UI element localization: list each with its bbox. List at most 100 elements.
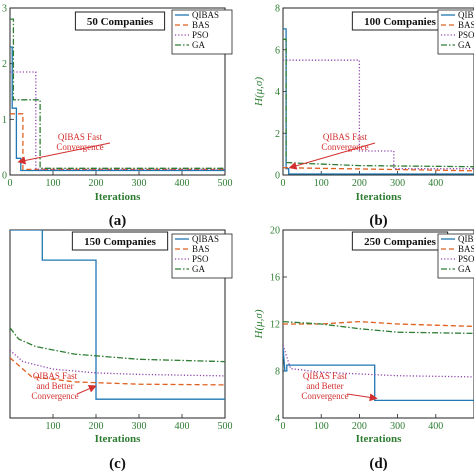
series-line-qibas [10, 230, 225, 400]
chart-title: 150 Companies [84, 236, 157, 248]
y-axis-label: H(μ,σ) [253, 309, 265, 339]
annotation-text: QIBAS Fast [58, 132, 103, 142]
legend-entry-qibas: QIBAS [192, 10, 219, 20]
series-line-bas [10, 357, 225, 386]
legend-entry-bas: BAS [458, 244, 474, 254]
y-tick-label: 16 [270, 273, 280, 284]
legend-box [171, 233, 233, 279]
x-tick-label: 100 [314, 178, 329, 189]
chart-panel-3: 100 200 300 400 500 150 Companies QIBASBASPSOG… [9, 229, 233, 472]
y-tick-label: 20 [270, 226, 280, 237]
x-tick-label: 0 [8, 178, 13, 189]
y-tick-label: 2 [2, 59, 7, 70]
y-tick-label: 6 [275, 45, 280, 56]
chart-title-box [71, 231, 169, 251]
annotation-text: QIBAS Fast [33, 371, 78, 381]
legend-entry-pso: PSO [192, 30, 209, 40]
panel-label: (a) [109, 213, 127, 229]
annotation-text: Convergence [321, 142, 368, 152]
y-tick-label: 12 [270, 320, 280, 331]
annotation-text: and Better [36, 381, 73, 391]
x-tick-label: 300 [132, 178, 147, 189]
series-group [10, 230, 225, 400]
x-tick-label: 0 [281, 178, 286, 189]
series-line-ga [283, 320, 474, 335]
x-tick-label: 300 [390, 178, 405, 189]
series-line-bas [283, 320, 474, 328]
legend-box [437, 9, 474, 55]
annotation-text: and Better [306, 381, 343, 391]
chart-title-box [74, 11, 166, 31]
series-line-pso [283, 344, 474, 378]
chart-title: 100 Companies [364, 16, 437, 28]
legend-entry-qibas: QIBAS [458, 234, 474, 244]
x-tick-label: 400 [175, 178, 190, 189]
x-tick-label: 200 [89, 178, 104, 189]
x-tick-label: 100 [46, 178, 61, 189]
series-group [10, 18, 225, 172]
annotation-arrow [76, 385, 97, 395]
legend-entry-ga: GA [192, 264, 205, 274]
legend-box [171, 9, 233, 55]
x-tick-label: 300 [390, 421, 405, 432]
legend-entry-ga: GA [458, 40, 471, 50]
legend-entry-pso: PSO [458, 254, 474, 264]
y-tick-label: 4 [275, 414, 280, 425]
y-tick-label: 0 [275, 171, 280, 182]
annotation-arrow [288, 142, 376, 170]
legend-box [437, 233, 474, 279]
x-axis-label: Iterations [356, 191, 403, 203]
y-tick-label: 8 [275, 367, 280, 378]
x-tick-label: 500 [218, 178, 233, 189]
legend-entry-pso: PSO [192, 254, 209, 264]
legend-entry-qibas: QIBAS [192, 234, 219, 244]
series-line-ga [283, 38, 474, 168]
panel-label: (c) [109, 456, 126, 472]
chart-panel-4: 0 100 200 300 400 4 8 12 16 20 250 Companies QIBASB… [253, 226, 474, 472]
x-tick-label: 300 [132, 421, 147, 432]
series-line-ga [10, 18, 225, 169]
x-tick-label: 100 [46, 421, 61, 432]
annotation-text: Convergence [301, 391, 348, 401]
x-axis-label: Iterations [95, 191, 142, 203]
legend-entry-bas: BAS [458, 20, 474, 30]
annotation-arrow [17, 142, 111, 165]
x-tick-label: 400 [428, 421, 443, 432]
x-tick-label: 400 [175, 421, 190, 432]
annotation-text: Convergence [31, 391, 78, 401]
legend-entry-pso: PSO [458, 30, 474, 40]
series-line-qibas [10, 46, 225, 172]
legend-entry-ga: GA [192, 40, 205, 50]
x-tick-label: 0 [281, 421, 286, 432]
y-tick-label: 4 [275, 87, 280, 98]
annotation-text: QIBAS Fast [303, 371, 348, 381]
x-tick-label: 500 [218, 421, 233, 432]
series-group [283, 28, 474, 175]
annotation-text: Convergence [56, 142, 103, 152]
chart-title: 250 Companies [364, 236, 437, 248]
series-line-pso [10, 71, 225, 171]
x-tick-label: 200 [89, 421, 104, 432]
series-line-ga [10, 327, 225, 363]
x-tick-label: 200 [352, 178, 367, 189]
series-group [283, 320, 474, 402]
chart-panel-1: 0 100 200 300 400 500 0 1 2 3 50 Companies QIBASBAS… [2, 4, 233, 230]
y-tick-label: 3 [2, 4, 7, 15]
x-tick-label: 200 [352, 421, 367, 432]
x-tick-label: 100 [314, 421, 329, 432]
annotation-text: QIBAS Fast [323, 132, 368, 142]
x-axis-label: Iterations [356, 433, 403, 445]
x-tick-label: 400 [428, 178, 443, 189]
legend-entry-ga: GA [458, 264, 471, 274]
y-tick-label: 0 [2, 171, 7, 182]
legend-entry-qibas: QIBAS [458, 10, 474, 20]
y-tick-label: 2 [275, 129, 280, 140]
x-axis-label: Iterations [95, 433, 142, 445]
legend-entry-bas: BAS [192, 244, 210, 254]
y-tick-label: 1 [2, 115, 7, 126]
panel-label: (d) [369, 456, 387, 472]
annotation-arrow [346, 393, 378, 402]
chart-panel-2: 0 100 200 300 400 0 2 4 6 8 100 Companies QIBASBASP… [253, 4, 474, 229]
legend-entry-bas: BAS [192, 20, 210, 30]
